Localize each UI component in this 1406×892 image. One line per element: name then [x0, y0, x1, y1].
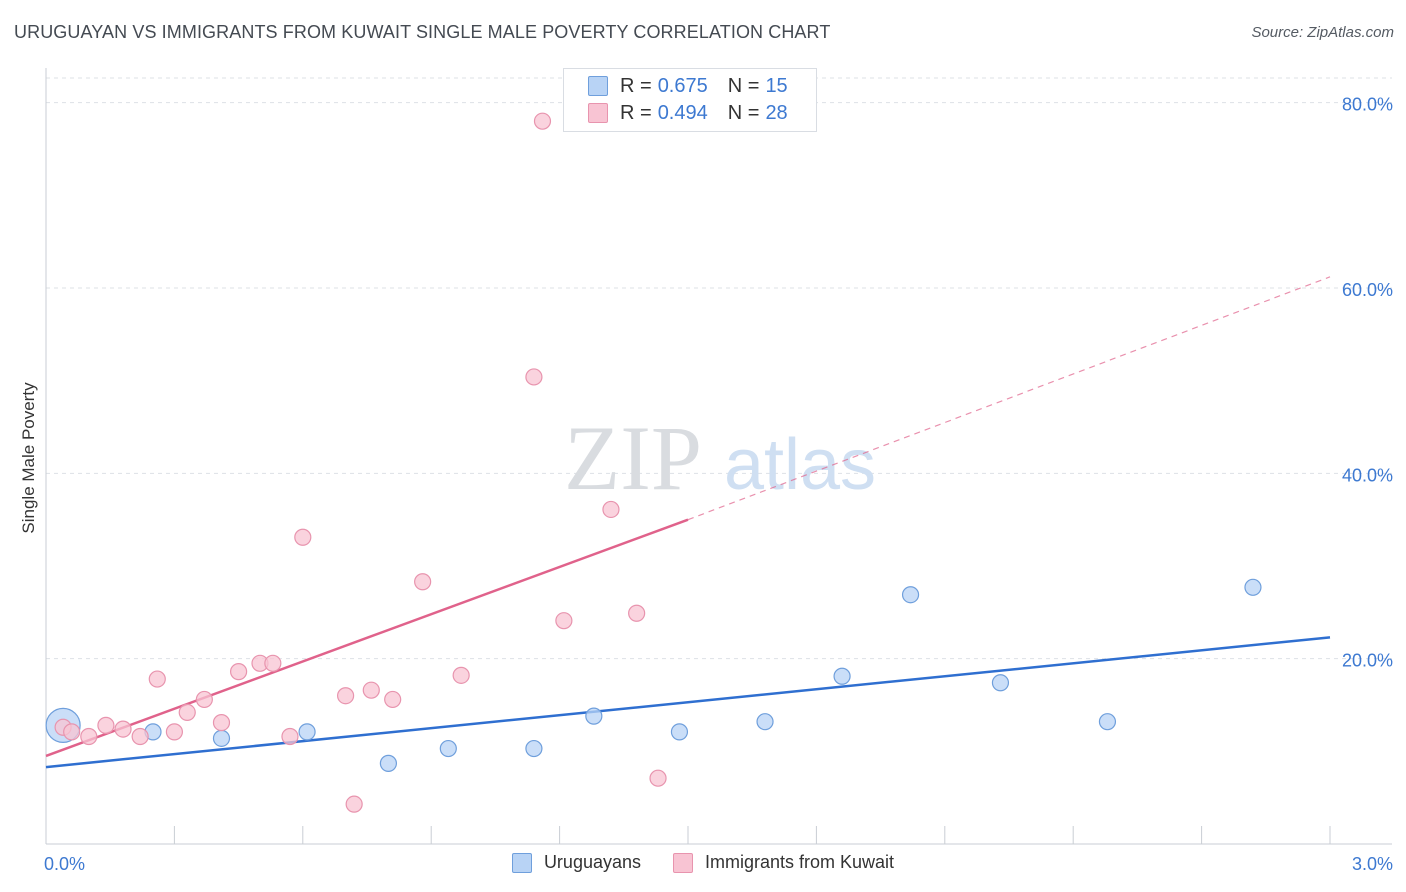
point-uruguayans — [439, 739, 457, 758]
legend-swatch-uruguayans — [511, 852, 532, 873]
point-kuwait — [362, 681, 380, 699]
swatch-kuwait — [588, 103, 608, 123]
point-kuwait — [80, 727, 98, 746]
point-uruguayans — [585, 707, 603, 725]
point-kuwait — [555, 612, 573, 630]
point-uruguayans — [525, 739, 543, 758]
point-uruguayans — [1098, 713, 1117, 731]
y-axis-label: Single Male Poverty — [19, 382, 38, 534]
point-uruguayans — [379, 754, 397, 772]
watermark: ZIP atlas — [564, 407, 876, 509]
stats-row-kuwait: R = 0.494 N = 28 — [588, 100, 788, 126]
r-label: R = — [620, 74, 652, 97]
legend-swatch-kuwait — [673, 852, 693, 873]
point-kuwait — [131, 727, 149, 746]
point-kuwait — [114, 720, 132, 738]
point-kuwait — [148, 670, 166, 688]
y-tick-label: 80.0% — [1342, 95, 1393, 115]
point-uruguayans — [833, 667, 851, 685]
point-kuwait — [281, 727, 299, 746]
y-tick-label: 40.0% — [1342, 465, 1393, 485]
swatch-uruguayans — [588, 76, 608, 96]
x-tick-label: 3.0% — [1352, 854, 1393, 874]
point-kuwait — [533, 112, 552, 130]
series-legend: Uruguayans Immigrants from Kuwait — [0, 852, 1406, 873]
point-kuwait — [264, 654, 282, 672]
point-uruguayans — [212, 729, 231, 747]
point-kuwait — [337, 687, 355, 705]
point-uruguayans — [1244, 578, 1262, 596]
stats-legend: R = 0.675 N = 15 R = 0.494 N = 28 — [563, 68, 817, 132]
source-label: Source: ZipAtlas.com — [1251, 24, 1394, 41]
stats-row-uruguayans: R = 0.675 N = 15 — [588, 73, 788, 99]
y-tick-label: 20.0% — [1342, 651, 1393, 671]
r-value: 0.494 — [657, 101, 708, 124]
trend-line-kuwait-extension — [687, 276, 1331, 521]
n-value: 28 — [765, 101, 788, 124]
point-kuwait — [525, 368, 543, 386]
point-uruguayans — [670, 723, 689, 741]
point-uruguayans — [756, 713, 774, 731]
watermark-atlas: atlas — [724, 425, 876, 505]
legend-item-kuwait[interactable]: Immigrants from Kuwait — [673, 852, 894, 873]
y-tick-label: 60.0% — [1342, 280, 1393, 300]
legend-item-uruguayans[interactable]: Uruguayans — [511, 852, 641, 873]
point-kuwait — [345, 795, 363, 813]
r-value: 0.675 — [657, 74, 708, 97]
n-label: N = — [727, 74, 760, 97]
r-label: R = — [620, 101, 652, 124]
x-tick-label: 0.0% — [44, 854, 85, 874]
legend-label-uruguayans: Uruguayans — [543, 852, 641, 872]
n-label: N = — [727, 101, 760, 124]
trend-line-kuwait — [45, 518, 689, 758]
watermark-zip: ZIP — [564, 407, 702, 509]
point-kuwait — [649, 769, 667, 787]
n-value: 15 — [765, 74, 788, 97]
point-kuwait — [195, 690, 213, 709]
legend-label-kuwait: Immigrants from Kuwait — [705, 852, 895, 872]
point-kuwait — [602, 500, 620, 519]
point-kuwait — [165, 723, 183, 741]
point-kuwait — [384, 690, 402, 709]
point-uruguayans — [991, 674, 1010, 692]
chart-title: URUGUAYAN VS IMMIGRANTS FROM KUWAIT SING… — [14, 22, 831, 42]
trend-line-uruguayans — [45, 636, 1331, 769]
point-kuwait — [63, 723, 81, 741]
point-kuwait — [230, 663, 248, 681]
point-kuwait — [97, 716, 115, 734]
point-uruguayans — [901, 586, 920, 604]
point-kuwait — [294, 528, 312, 546]
point-kuwait — [414, 573, 432, 591]
point-kuwait — [452, 666, 470, 684]
point-kuwait — [212, 714, 231, 732]
point-kuwait — [628, 604, 646, 622]
point-uruguayans — [298, 723, 316, 741]
point-kuwait — [178, 703, 196, 722]
